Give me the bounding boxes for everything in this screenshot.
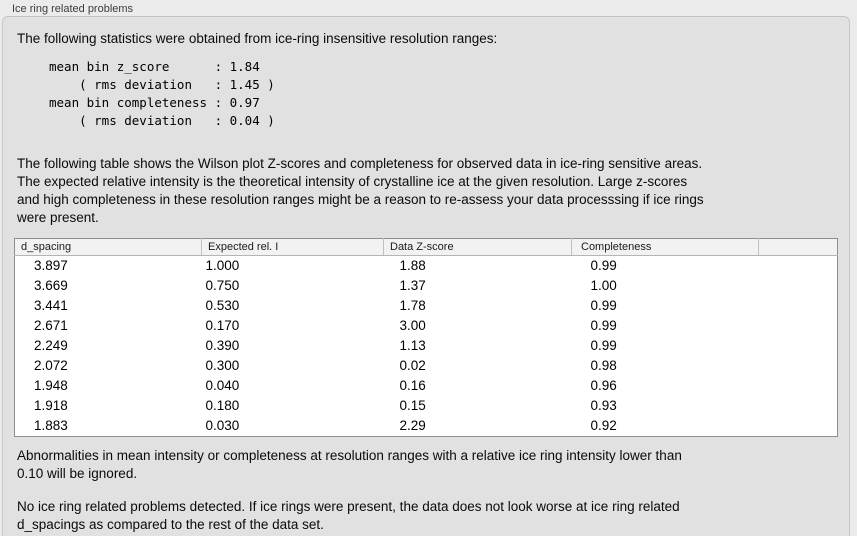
table-cell: 0.02 — [399, 358, 426, 373]
table-cell: 3.00 — [399, 318, 426, 333]
table-header-filler — [758, 238, 838, 256]
ice-ring-table[interactable]: d_spacing Expected rel. I Data Z-score Comp… — [14, 238, 838, 437]
table-cell: 0.92 — [590, 418, 617, 433]
table-cell: 0.96 — [590, 378, 617, 393]
table-header-cell[interactable]: Expected rel. I — [201, 238, 384, 256]
table-cell: 1.000 — [205, 258, 240, 273]
table-cell: 3.441 — [34, 298, 68, 313]
stats-block: mean bin z_score : 1.84 ( rms deviation … — [49, 59, 275, 128]
group-box-title: Ice ring related problems — [12, 3, 134, 15]
table-cell: 1.88 — [399, 258, 426, 273]
table-cell: 2.072 — [34, 358, 68, 373]
table-cell: 0.040 — [205, 378, 240, 393]
table-cell: 3.669 — [34, 278, 68, 293]
table-body: 3.897 1.000 1.88 0.99 3.669 0.750 1.37 1.00 3.44… — [15, 256, 838, 437]
table-description-text: The following table shows the Wilson plo… — [17, 156, 704, 225]
table-row[interactable]: 3.441 0.530 1.78 0.99 — [15, 296, 838, 316]
table-cell-filler — [759, 256, 838, 277]
table-cell-filler — [759, 316, 838, 336]
table-cell-filler — [759, 376, 838, 396]
table-cell: 0.99 — [590, 338, 617, 353]
table-cell: 3.897 — [34, 258, 68, 273]
table-cell-filler — [759, 356, 838, 376]
table-cell: 0.030 — [205, 418, 240, 433]
table-cell: 2.671 — [34, 318, 68, 333]
table-cell: 0.750 — [205, 278, 240, 293]
table-cell: 2.249 — [34, 338, 68, 353]
table-cell: 1.37 — [399, 278, 426, 293]
table-cell: 0.99 — [590, 318, 617, 333]
table-row[interactable]: 2.249 0.390 1.13 0.99 — [15, 336, 838, 356]
table-header-row: d_spacing Expected rel. I Data Z-score Comp… — [14, 238, 838, 256]
table-cell: 1.918 — [34, 398, 68, 413]
table-row[interactable]: 3.669 0.750 1.37 1.00 — [15, 276, 838, 296]
table-cell: 0.170 — [205, 318, 240, 333]
table-row[interactable]: 2.072 0.300 0.02 0.98 — [15, 356, 838, 376]
table-row[interactable]: 2.671 0.170 3.00 0.99 — [15, 316, 838, 336]
conclusion-text: No ice ring related problems detected. I… — [17, 499, 680, 532]
table-row[interactable]: 1.918 0.180 0.15 0.93 — [15, 396, 838, 416]
table-cell: 0.530 — [205, 298, 240, 313]
ignore-threshold-note: Abnormalities in mean intensity or compl… — [17, 448, 682, 481]
table-cell: 0.15 — [399, 398, 426, 413]
table-row[interactable]: 1.883 0.030 2.29 0.92 — [15, 416, 838, 437]
table-cell: 0.390 — [205, 338, 240, 353]
table-row[interactable]: 3.897 1.000 1.88 0.99 — [15, 256, 838, 277]
table-cell: 1.00 — [590, 278, 617, 293]
table-cell-filler — [759, 416, 838, 437]
table-cell-filler — [759, 276, 838, 296]
table-cell: 0.180 — [205, 398, 240, 413]
stats-intro-text: The following statistics were obtained f… — [17, 31, 498, 46]
table-cell: 1.948 — [34, 378, 68, 393]
table-cell: 0.99 — [590, 298, 617, 313]
table-header-cell[interactable]: d_spacing — [14, 238, 202, 256]
ice-ring-table-container[interactable]: d_spacing Expected rel. I Data Z-score Comp… — [14, 238, 838, 437]
table-cell-filler — [759, 336, 838, 356]
table-header-cell[interactable]: Data Z-score — [383, 238, 572, 256]
table-cell: 1.13 — [399, 338, 426, 353]
table-cell: 0.99 — [590, 258, 617, 273]
table-row[interactable]: 1.948 0.040 0.16 0.96 — [15, 376, 838, 396]
table-cell: 0.93 — [590, 398, 617, 413]
table-cell: 1.883 — [34, 418, 68, 433]
table-header-cell[interactable]: Completeness — [571, 238, 759, 256]
table-cell: 2.29 — [399, 418, 426, 433]
table-cell: 0.98 — [590, 358, 617, 373]
table-cell: 0.300 — [205, 358, 240, 373]
group-box: The following statistics were obtained f… — [2, 16, 850, 536]
table-cell-filler — [759, 296, 838, 316]
table-cell-filler — [759, 396, 838, 416]
table-cell: 1.78 — [399, 298, 426, 313]
table-cell: 0.16 — [399, 378, 426, 393]
